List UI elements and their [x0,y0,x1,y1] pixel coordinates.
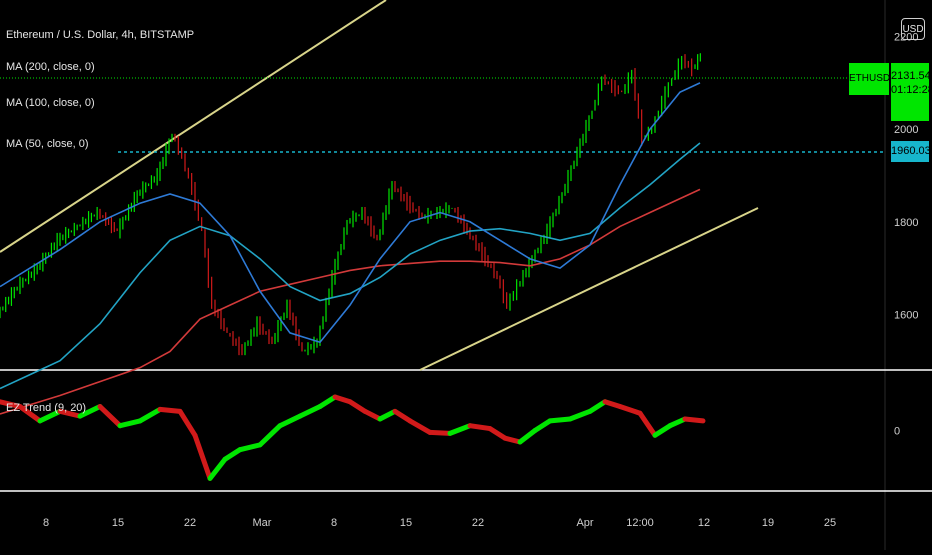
currency-button[interactable]: USD [901,18,925,40]
lower-channel-line [419,207,759,371]
chart-title: Ethereum / U.S. Dollar, 4h, BITSTAMP [6,29,195,41]
y-tick-label: 1800 [894,217,918,229]
ez-trend-segment [587,399,608,414]
x-tick-label: 22 [184,517,196,529]
ez-trend-segment [177,408,198,438]
ma50-line [0,82,701,344]
upper-channel-line [0,0,387,253]
legend-ma200[interactable]: MA (200, close, 0) [6,61,95,73]
x-tick-label: 12:00 [626,517,654,529]
x-tick-label: 12 [698,517,710,529]
ez-trend-segment [17,404,43,424]
ez-trend-segment [652,423,673,438]
ma200-line [0,188,701,415]
countdown-value: 01:12:28 [891,84,932,96]
ez-trend-segment [317,394,338,410]
legend-ma50[interactable]: MA (50, close, 0) [6,138,89,150]
x-tick-label: 22 [472,517,484,529]
symbol-tag: ETHUSD [849,63,890,95]
ez-trend-segment [532,418,553,433]
ez-trend-segment [547,416,573,424]
ez-trend-segment [602,399,623,410]
ez-trend-segment [77,404,103,419]
level-tag: 1960.03 [891,141,931,162]
ez-trend-segment [332,394,353,405]
legend-ma100[interactable]: MA (100, close, 0) [6,97,95,109]
x-tick-label: Mar [253,517,272,529]
ez-trend-segment [347,399,368,414]
ez-trend-segment [362,408,383,422]
x-tick-label: 15 [112,517,124,529]
ez-trend-segment [137,406,163,424]
ez-trend-segment [157,406,183,414]
ez-trend-segment [117,418,143,429]
ez-trend-segment [637,410,658,438]
ez-trend-segment [517,428,538,445]
ez-trend-segment [667,416,688,429]
ez-trend-segment [467,423,493,432]
last-price-tag: 2131.54 01:12:28 [891,63,932,121]
ez-trend-segment [192,432,213,481]
ez-trend-segment [617,404,643,416]
ez-y-tick-label: 0 [894,426,900,438]
ez-trend-segment [257,423,283,448]
ez-trend-segment [237,442,263,453]
ez-trend-segment [277,413,303,429]
ma100-line [0,142,701,390]
ez-trend-segment [392,408,413,424]
x-tick-label: Apr [576,517,593,529]
ez-trend-segment [0,399,23,410]
ez-trend-segment [222,447,243,462]
ez-trend-segment [37,408,63,424]
y-tick-label: 1600 [894,309,918,321]
y-tick-label: 2000 [894,124,918,136]
x-tick-label: 25 [824,517,836,529]
x-tick-label: 15 [400,517,412,529]
ez-trend-segment [207,456,228,481]
y-tick-label: 2200 [894,32,918,44]
ez-trend-segment [97,404,123,429]
ez-trend-segment [682,416,706,424]
last-price-value: 2131.54 [891,70,931,82]
ez-trend-segment [377,408,398,422]
ez-trend-segment [57,408,83,419]
ez-trend-segment [447,423,473,436]
ez-trend-segment [487,426,508,441]
ez-trend-segment [567,408,593,422]
ez-trend-segment [407,418,433,435]
legend-ez-trend[interactable]: EZ Trend (9, 20) [6,402,87,414]
x-tick-label: 19 [762,517,774,529]
ez-trend-segment [502,435,523,445]
ez-trend-segment [297,404,323,419]
x-tick-label: 8 [331,517,337,529]
ez-trend-segment [427,429,453,436]
x-tick-label: 8 [43,517,49,529]
